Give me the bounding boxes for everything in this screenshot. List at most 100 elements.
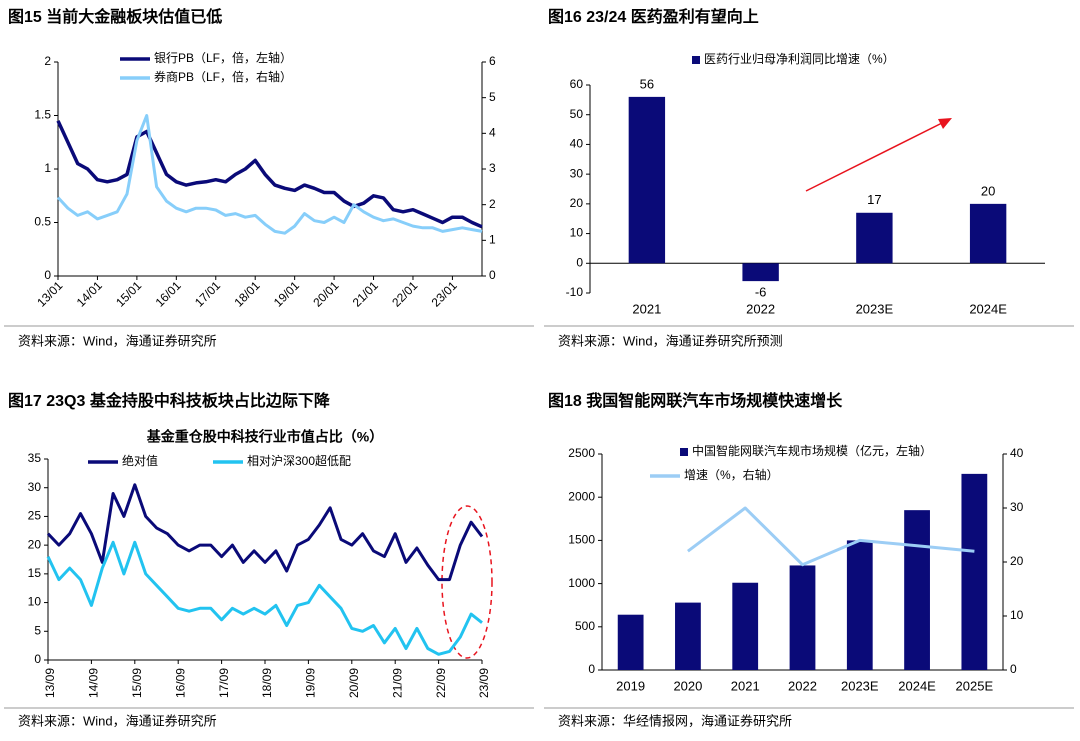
x-tick-label: 21/01 — [350, 278, 381, 309]
legend-label: 增速（%，右轴） — [684, 467, 779, 482]
bar — [742, 263, 779, 282]
y-tick-label: 500 — [575, 619, 595, 633]
line-series — [46, 540, 483, 656]
y2-tick-label: 0 — [1010, 662, 1017, 676]
x-tick-label: 23/01 — [429, 278, 460, 309]
y-tick-label: 30 — [28, 480, 42, 494]
bar — [856, 212, 893, 264]
y2-tick-label: 1 — [489, 233, 496, 247]
bar — [789, 565, 816, 670]
chart-subtitle: 基金重仓股中科技行业市值占比（%） — [147, 429, 383, 445]
y-tick-label: 30 — [570, 166, 584, 180]
bar — [904, 510, 930, 670]
bar — [961, 473, 988, 670]
y-tick-label: 1.5 — [34, 108, 51, 122]
x-tick-label: 2025E — [956, 678, 994, 693]
x-tick-label: 23/09 — [477, 668, 491, 698]
x-tick-label: 22/01 — [389, 278, 420, 309]
x-tick-label: 2024E — [969, 301, 1007, 316]
panel-title: 图16 23/24 医药盈利有望向上 — [548, 7, 759, 26]
x-tick-label: 20/09 — [347, 668, 361, 698]
x-tick-label: 16/01 — [153, 278, 184, 309]
y-tick-label: 2000 — [568, 489, 595, 503]
bar — [628, 96, 666, 264]
y2-tick-label: 40 — [1010, 446, 1024, 460]
y-tick-label: 35 — [28, 451, 42, 465]
y-tick-label: -10 — [566, 285, 584, 299]
data-label: 20 — [981, 183, 995, 198]
source-note: 资料来源：华经情报网，海通证券研究所 — [558, 713, 792, 728]
x-tick-label: 2024E — [898, 678, 936, 693]
chart-panel: 图17 23Q3 基金持股中科技板块占比边际下降基金重仓股中科技行业市值占比（%… — [4, 391, 534, 728]
x-tick-label: 2021 — [632, 301, 661, 316]
x-tick-label: 18/09 — [260, 668, 274, 698]
source-note: 资料来源：Wind，海通证券研究所 — [18, 713, 217, 728]
y2-tick-label: 0 — [489, 268, 496, 282]
y-tick-label: 20 — [28, 537, 42, 551]
y-tick-label: 0.5 — [34, 215, 51, 229]
panel-title: 图17 23Q3 基金持股中科技板块占比边际下降 — [8, 391, 331, 410]
y-tick-label: 1000 — [568, 576, 595, 590]
legend-label: 绝对值 — [122, 453, 158, 468]
x-tick-label: 19/01 — [271, 278, 302, 309]
x-tick-label: 15/01 — [113, 278, 144, 309]
data-label: 17 — [867, 192, 881, 207]
x-tick-label: 17/01 — [192, 278, 223, 309]
y-tick-label: 1 — [44, 161, 51, 175]
y-tick-label: 60 — [570, 77, 584, 91]
y2-tick-label: 10 — [1010, 608, 1024, 622]
y-tick-label: 40 — [570, 137, 584, 151]
x-tick-label: 20/01 — [310, 278, 341, 309]
x-tick-label: 16/09 — [173, 668, 187, 698]
y2-tick-label: 30 — [1010, 500, 1024, 514]
y2-tick-label: 5 — [489, 90, 496, 104]
y-tick-label: 1500 — [568, 533, 595, 547]
y2-tick-label: 4 — [489, 126, 496, 140]
bar — [969, 203, 1007, 264]
bar — [617, 614, 644, 670]
x-tick-label: 19/09 — [304, 668, 318, 698]
x-tick-label: 17/09 — [217, 668, 231, 698]
line-series — [46, 483, 484, 582]
legend-label: 医药行业归母净利润同比增速（%） — [704, 52, 895, 66]
x-tick-label: 13/09 — [43, 668, 57, 698]
decorations — [441, 118, 952, 659]
y2-tick-label: 3 — [489, 161, 496, 175]
source-note: 资料来源：Wind，海通证券研究所 — [18, 333, 217, 348]
y-tick-label: 0 — [576, 255, 583, 269]
x-tick-label: 13/01 — [34, 278, 65, 309]
legend-label: 相对沪深300超低配 — [247, 453, 351, 468]
panel-title: 图18 我国智能网联汽车市场规模快速增长 — [548, 391, 843, 410]
x-tick-label: 18/01 — [231, 278, 262, 309]
y-tick-label: 5 — [34, 623, 41, 637]
x-tick-label: 2020 — [673, 678, 702, 693]
highlight-ellipse — [441, 505, 493, 659]
y2-tick-label: 2 — [489, 197, 496, 211]
x-tick-label: 21/09 — [390, 668, 404, 698]
line-series — [686, 506, 975, 567]
y-tick-label: 0 — [34, 652, 41, 666]
x-tick-label: 14/09 — [87, 668, 101, 698]
line-series — [56, 114, 483, 235]
bar — [732, 582, 759, 670]
y-tick-label: 10 — [28, 595, 42, 609]
panel-title: 图15 当前大金融板块估值已低 — [8, 7, 222, 26]
y-tick-label: 20 — [570, 196, 584, 210]
legend-swatch — [680, 448, 688, 456]
x-tick-label: 15/09 — [130, 668, 144, 698]
x-tick-label: 2023E — [841, 678, 879, 693]
y-tick-label: 50 — [570, 107, 584, 121]
trend-arrow — [805, 121, 945, 192]
y-tick-label: 0 — [44, 268, 51, 282]
y-tick-label: 10 — [570, 226, 584, 240]
y-tick-label: 0 — [588, 662, 595, 676]
y-tick-label: 2 — [44, 54, 51, 68]
y-tick-label: 2500 — [568, 446, 595, 460]
legend-label: 中国智能网联汽车规市场规模（亿元，左轴） — [692, 443, 932, 458]
legend-label: 银行PB（LF，倍，左轴） — [154, 50, 292, 65]
y2-tick-label: 6 — [489, 54, 496, 68]
x-tick-label: 2019 — [616, 678, 645, 693]
